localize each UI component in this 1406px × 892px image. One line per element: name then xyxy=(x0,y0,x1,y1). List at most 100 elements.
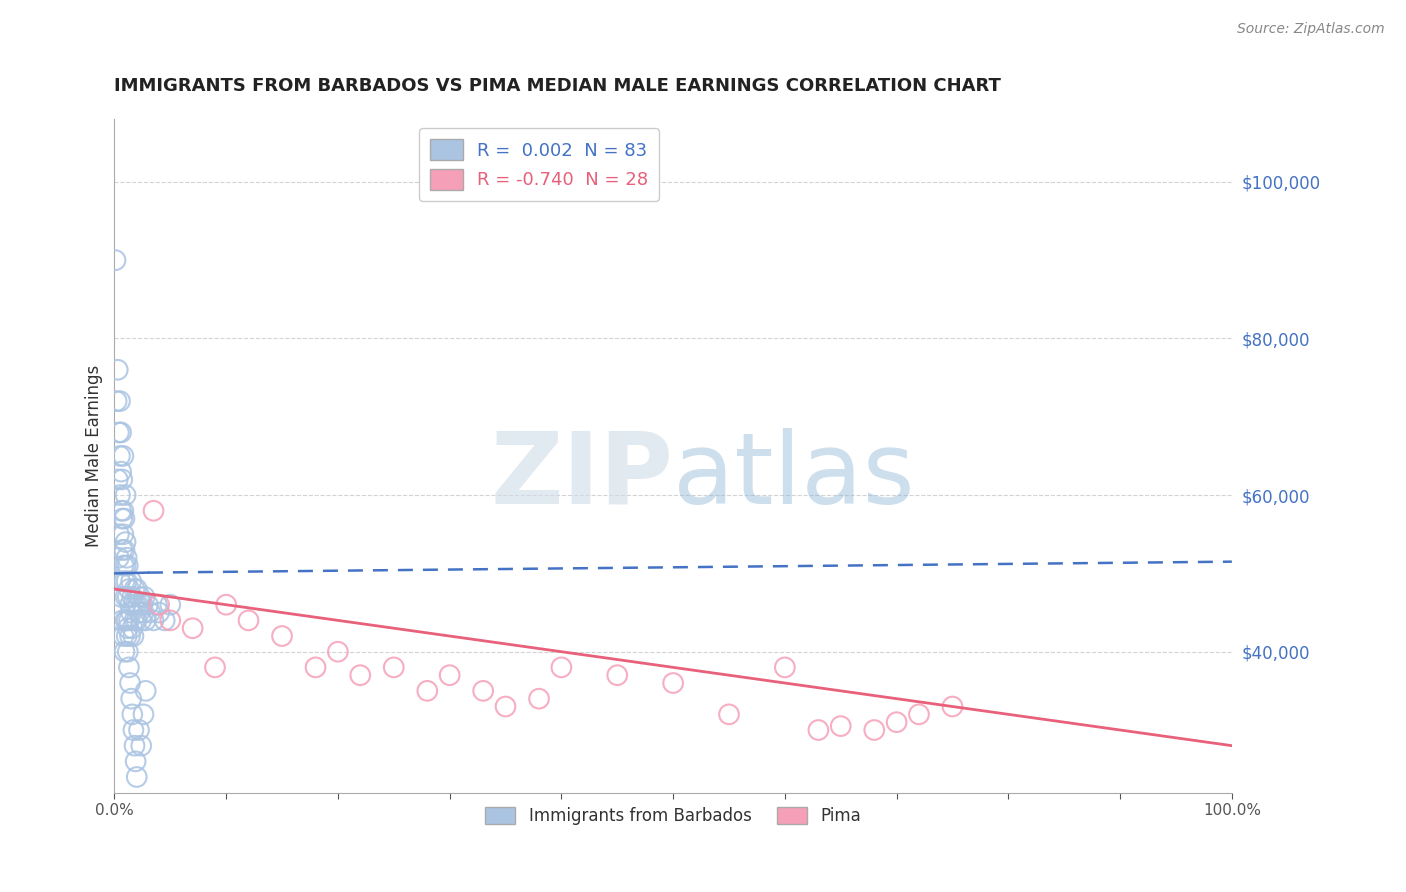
Point xyxy=(108,425,131,440)
Point xyxy=(439,668,461,682)
Point xyxy=(125,770,148,784)
Point xyxy=(118,582,141,596)
Point xyxy=(124,755,146,769)
Point xyxy=(108,488,131,502)
Point xyxy=(304,660,326,674)
Point xyxy=(527,691,550,706)
Point xyxy=(127,598,149,612)
Point xyxy=(114,535,136,549)
Point xyxy=(159,598,181,612)
Point xyxy=(807,723,830,737)
Point xyxy=(134,590,156,604)
Point xyxy=(104,253,127,268)
Y-axis label: Median Male Earnings: Median Male Earnings xyxy=(86,365,103,547)
Point xyxy=(120,606,142,620)
Point xyxy=(382,660,405,674)
Point xyxy=(136,598,159,612)
Point xyxy=(120,598,142,612)
Point xyxy=(717,707,740,722)
Point xyxy=(128,723,150,737)
Point xyxy=(112,629,135,643)
Point xyxy=(159,613,181,627)
Point xyxy=(108,394,131,409)
Point xyxy=(114,542,136,557)
Point xyxy=(662,676,685,690)
Point xyxy=(181,621,204,635)
Point xyxy=(121,621,143,635)
Point xyxy=(125,613,148,627)
Point xyxy=(271,629,294,643)
Point xyxy=(115,613,138,627)
Point xyxy=(110,504,132,518)
Point xyxy=(108,550,131,565)
Point xyxy=(107,363,129,377)
Point xyxy=(108,574,131,589)
Point xyxy=(238,613,260,627)
Point xyxy=(120,574,142,589)
Point xyxy=(124,582,146,596)
Point xyxy=(142,613,165,627)
Point xyxy=(110,425,132,440)
Point xyxy=(472,684,495,698)
Point xyxy=(121,707,143,722)
Point xyxy=(105,394,128,409)
Text: ZIP: ZIP xyxy=(491,427,673,524)
Point xyxy=(124,613,146,627)
Point xyxy=(112,527,135,541)
Point xyxy=(122,598,145,612)
Point xyxy=(550,660,572,674)
Point xyxy=(114,574,136,589)
Point xyxy=(129,590,152,604)
Point xyxy=(111,542,134,557)
Point xyxy=(124,739,146,753)
Point xyxy=(111,613,134,627)
Point xyxy=(773,660,796,674)
Point xyxy=(153,613,176,627)
Text: IMMIGRANTS FROM BARBADOS VS PIMA MEDIAN MALE EARNINGS CORRELATION CHART: IMMIGRANTS FROM BARBADOS VS PIMA MEDIAN … xyxy=(114,78,1001,95)
Text: atlas: atlas xyxy=(673,427,915,524)
Point xyxy=(122,723,145,737)
Point xyxy=(132,707,155,722)
Point xyxy=(112,449,135,463)
Point xyxy=(606,668,628,682)
Point xyxy=(129,739,152,753)
Point xyxy=(117,645,139,659)
Point xyxy=(121,590,143,604)
Point xyxy=(118,613,141,627)
Point xyxy=(135,684,157,698)
Point xyxy=(120,629,142,643)
Point xyxy=(830,719,852,733)
Point xyxy=(114,645,136,659)
Point xyxy=(135,613,157,627)
Point xyxy=(112,504,135,518)
Point xyxy=(117,558,139,573)
Point xyxy=(110,590,132,604)
Point xyxy=(114,590,136,604)
Point xyxy=(108,449,131,463)
Point xyxy=(120,676,142,690)
Point xyxy=(128,606,150,620)
Point xyxy=(111,511,134,525)
Point xyxy=(114,511,136,525)
Point xyxy=(114,613,136,627)
Point xyxy=(215,598,238,612)
Point xyxy=(120,691,142,706)
Point xyxy=(148,606,170,620)
Point xyxy=(142,504,165,518)
Point xyxy=(204,660,226,674)
Point xyxy=(139,606,162,620)
Point xyxy=(148,598,170,612)
Point xyxy=(146,598,169,612)
Point xyxy=(115,550,138,565)
Point xyxy=(131,598,153,612)
Point xyxy=(115,574,138,589)
Point xyxy=(349,668,371,682)
Point xyxy=(115,629,138,643)
Point xyxy=(111,472,134,486)
Point xyxy=(908,707,931,722)
Point xyxy=(114,558,136,573)
Point xyxy=(125,582,148,596)
Point xyxy=(107,472,129,486)
Point xyxy=(886,715,908,730)
Point xyxy=(495,699,517,714)
